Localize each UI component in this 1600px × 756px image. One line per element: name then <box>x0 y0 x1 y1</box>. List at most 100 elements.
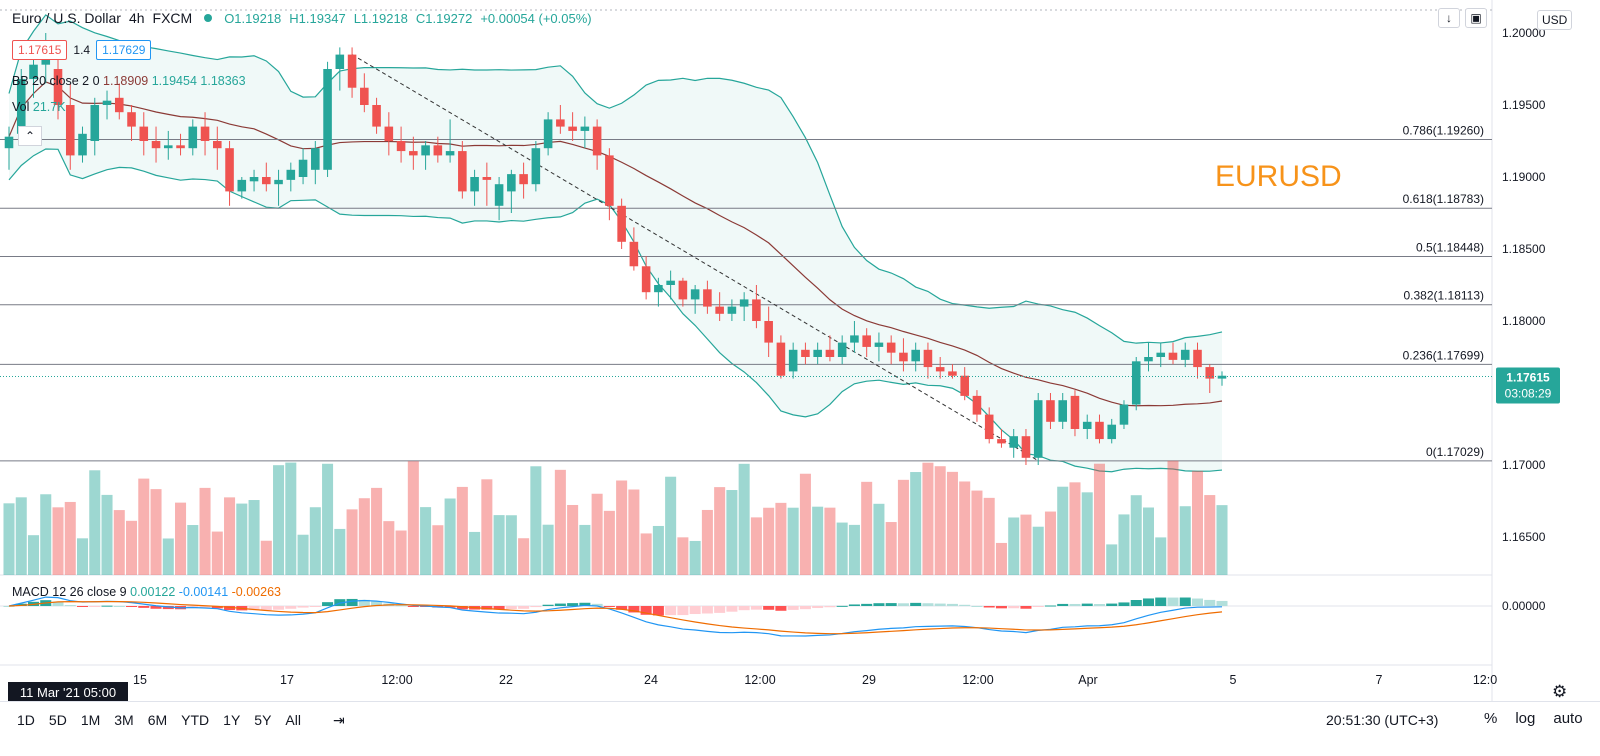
range-3m[interactable]: 3M <box>114 712 134 728</box>
macd-histogram-bar <box>101 605 113 607</box>
range-6m[interactable]: 6M <box>147 712 168 728</box>
interval-label[interactable]: 4h <box>128 10 145 26</box>
volume-bar <box>1191 470 1204 575</box>
sell-price-box[interactable]: 1.17615 <box>12 40 68 60</box>
candle-body <box>262 177 271 185</box>
percent-scale-button[interactable]: % <box>1484 710 1498 727</box>
candle-body <box>249 177 259 182</box>
volume-bar <box>420 507 432 575</box>
volume-bar <box>542 524 554 575</box>
candle-body <box>1033 400 1043 458</box>
candle-body <box>360 87 369 105</box>
low-value: L1.19218 <box>353 10 408 26</box>
x-tick-label: 12:00 <box>962 673 993 687</box>
candle-body <box>1107 424 1117 440</box>
macd-histogram-bar <box>1118 602 1130 606</box>
buy-price-box[interactable]: 1.17629 <box>96 40 152 60</box>
candle-body <box>899 352 908 362</box>
vol-legend[interactable]: Vol 21.7K <box>12 100 66 114</box>
macd-tick-label: 0.00000 <box>1502 599 1546 613</box>
candle-body <box>139 126 149 141</box>
candle-body <box>29 64 38 80</box>
volume-bar <box>395 530 407 575</box>
macd-legend[interactable]: MACD 12 26 close 9 0.00122 -0.00141 -0.0… <box>12 585 281 599</box>
x-tick-label: 12:00 <box>381 673 412 687</box>
price-chart[interactable]: 0.786(1.19260) 0.618(1.18783) 0.5(1.18448)… <box>0 0 1600 701</box>
macd-histogram-bar <box>873 603 885 606</box>
volume-bar <box>1044 511 1056 575</box>
x-tick-label: 15 <box>133 673 147 687</box>
y-tick-label: 1.19000 <box>1502 170 1546 184</box>
macd-signal-value: -0.00141 <box>178 585 229 599</box>
x-tick-label: 12:0 <box>1473 673 1497 687</box>
macd-histogram-bar <box>518 606 530 609</box>
currency-button[interactable]: USD <box>1537 10 1573 30</box>
bb-label: BB 20 close 2 0 <box>12 74 100 88</box>
macd-histogram-bar <box>677 606 689 616</box>
macd-histogram-bar <box>579 602 591 606</box>
candle-body <box>629 241 639 267</box>
symbol-name[interactable]: Euro / U.S. Dollar <box>12 10 121 26</box>
volume-bar <box>1179 506 1191 575</box>
log-scale-button[interactable]: log <box>1515 710 1536 727</box>
macd-histogram-bar <box>738 606 750 611</box>
clock-label[interactable]: 20:51:30 (UTC+3) <box>1326 712 1439 728</box>
volume-bar <box>273 465 285 575</box>
candle-body <box>335 54 345 69</box>
macd-histogram-bar <box>248 606 260 611</box>
candle-body <box>433 145 443 156</box>
macd-histogram-bar <box>1032 606 1044 607</box>
macd-histogram-bar <box>983 606 995 608</box>
macd-histogram-bar <box>481 606 493 610</box>
volume-bar <box>481 479 493 575</box>
auto-scale-button[interactable]: auto <box>1553 710 1583 727</box>
macd-histogram-bar <box>628 606 640 613</box>
candle-body <box>911 349 920 362</box>
macd-histogram-bar <box>775 606 787 611</box>
fib-level-label: 0.236(1.17699) <box>1403 348 1484 362</box>
volume-bar <box>236 503 248 575</box>
candle-body <box>984 414 994 440</box>
bb-legend[interactable]: BB 20 close 2 0 1.18909 1.19454 1.18363 <box>12 74 246 88</box>
macd-value: 0.00122 <box>130 585 176 599</box>
volume-bar <box>1155 537 1167 575</box>
gear-icon[interactable]: ⚙ <box>1552 682 1568 701</box>
candle-body <box>556 119 565 127</box>
macd-histogram-bar <box>1142 598 1154 606</box>
range-5d[interactable]: 5D <box>48 712 67 728</box>
candle-body <box>690 289 700 300</box>
countdown-value: 03:08:29 <box>1505 386 1552 400</box>
macd-histogram-bar <box>530 606 542 608</box>
screenshot-icon[interactable]: ▣ <box>1465 8 1487 28</box>
candle-body <box>580 126 590 131</box>
collapse-legend-button[interactable]: ⌃ <box>18 126 42 146</box>
macd-histogram-bar <box>1106 603 1118 606</box>
x-tick-label: 22 <box>499 673 513 687</box>
candle-body <box>874 342 884 347</box>
range-1y[interactable]: 1Y <box>223 712 241 728</box>
range-5y[interactable]: 5Y <box>254 712 272 728</box>
macd-histogram-bar <box>922 603 934 606</box>
candle-body <box>225 148 234 192</box>
range-1m[interactable]: 1M <box>80 712 101 728</box>
download-icon[interactable]: ↓ <box>1438 8 1460 28</box>
range-1d[interactable]: 1D <box>17 712 35 728</box>
macd-histogram-bar <box>824 606 836 608</box>
volume-bar <box>1069 482 1081 575</box>
fib-level-label: 0.5(1.18448) <box>1416 240 1484 254</box>
volume-bar <box>640 533 652 575</box>
candle-body <box>788 349 798 372</box>
macd-histogram-bar <box>799 606 811 610</box>
macd-histogram-bar <box>456 606 468 610</box>
goto-date-icon[interactable]: ⇥ <box>332 712 345 728</box>
macd-histogram-bar <box>652 606 664 616</box>
range-ytd[interactable]: YTD <box>181 712 210 728</box>
macd-histogram-bar <box>113 605 125 607</box>
macd-histogram-bar <box>861 603 873 606</box>
macd-histogram-bar <box>126 606 138 607</box>
volume-bar <box>652 525 664 575</box>
candle-body <box>666 280 675 285</box>
range-all[interactable]: All <box>285 712 301 728</box>
volume-bar <box>616 480 628 575</box>
macd-histogram-bar <box>273 606 285 610</box>
